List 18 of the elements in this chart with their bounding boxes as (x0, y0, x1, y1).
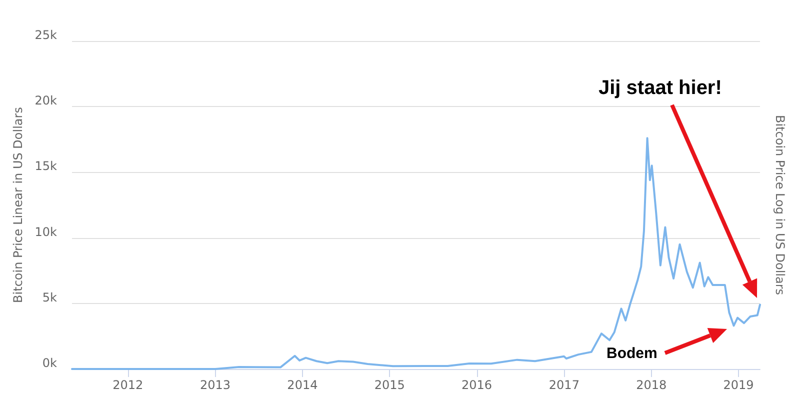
y-tick-label: 25k (34, 28, 58, 42)
x-tick-label: 2016 (462, 378, 492, 392)
x-tick-label: 2019 (723, 378, 754, 392)
y-tick-label: 20k (34, 94, 58, 108)
x-tick-label: 2015 (374, 378, 405, 392)
x-tick-label: 2018 (636, 378, 667, 392)
y-tick-label: 0k (42, 356, 58, 370)
y2-axis-title: Bitcoin Price Log in US Dollars (773, 114, 787, 296)
annotation: Jij staat hier! (598, 76, 722, 100)
x-tick-label: 2014 (287, 378, 318, 392)
y-tick-label: 10k (34, 224, 58, 239)
x-tick-label: 2013 (200, 378, 231, 392)
y-tick-label: 15k (34, 159, 58, 174)
annotation: Bodem (606, 344, 658, 362)
x-tick-label: 2012 (112, 378, 144, 392)
y-tick-label: 5k (42, 290, 58, 304)
x-tick-label: 2017 (548, 378, 580, 392)
y-axis-title: Bitcoin Price Linear in US Dollars (10, 107, 25, 303)
